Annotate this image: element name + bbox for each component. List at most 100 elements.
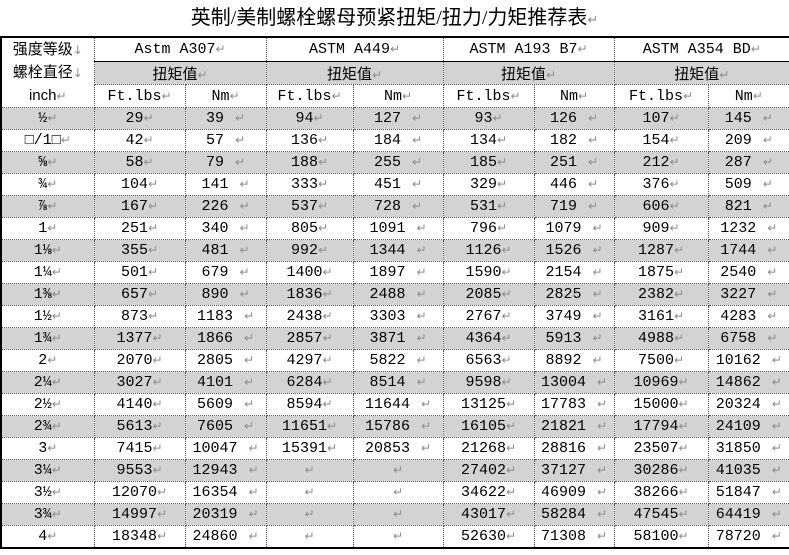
bolt-size: 3¾ xyxy=(33,506,52,523)
torque-value-cell: 209 ↵ xyxy=(707,129,789,152)
torque-value: 188 xyxy=(290,154,318,171)
paragraph-mark-icon: ↵ xyxy=(421,441,432,455)
torque-value: 14862 xyxy=(715,374,761,391)
torque-value-cell: 15786 ↵ xyxy=(352,415,444,438)
torque-value: 992 xyxy=(290,242,318,259)
torque-value-cell: 1866 ↵ xyxy=(184,327,267,350)
torque-value: 7500 xyxy=(637,352,674,369)
torque-value: 134 xyxy=(469,132,497,149)
torque-value: 46909 xyxy=(540,484,586,501)
paragraph-mark-icon: ↵ xyxy=(56,89,67,103)
torque-value: 24109 xyxy=(715,418,761,435)
paragraph-mark-icon: ↵ xyxy=(592,331,603,345)
torque-value-cell: 1091 ↵ xyxy=(352,217,444,240)
paragraph-mark-icon: ↵ xyxy=(147,265,159,279)
paragraph-mark-icon: ↵ xyxy=(392,463,404,477)
torque-value-cell: 34622↵ xyxy=(442,481,535,504)
torque-value: 14997 xyxy=(111,506,157,523)
paragraph-mark-icon: ↵ xyxy=(678,463,689,477)
torque-value-cell: 1232 ↵ xyxy=(707,217,789,240)
paragraph-mark-icon: ↵ xyxy=(243,309,255,323)
torque-value-cell: 10162 ↵ xyxy=(707,349,789,372)
table-row: 1¼↵ 501↵ 679 ↵ 1400↵ 1897 ↵ 1590↵ 2154 ↵ 1875↵ 2540… xyxy=(0,261,789,284)
torque-value-cell: 188↵ xyxy=(265,151,354,174)
torque-value: 3027 xyxy=(116,374,153,391)
torque-value: 5613 xyxy=(116,418,153,435)
torque-value: 446 xyxy=(549,176,577,193)
torque-value: 355 xyxy=(120,242,148,259)
bolt-size-cell: ⅞↵ xyxy=(0,195,95,218)
torque-value-cell: 20324 ↵ xyxy=(707,393,789,416)
paragraph-mark-icon: ↵ xyxy=(771,353,782,367)
paragraph-mark-icon: ↵ xyxy=(51,375,62,389)
paragraph-mark-icon: ↵ xyxy=(501,375,512,389)
torque-value: 6284 xyxy=(286,374,323,391)
torque-value-cell: 890 ↵ xyxy=(184,283,267,306)
torque-value: 4283 xyxy=(720,308,757,325)
torque-value-cell: 657↵ xyxy=(93,283,186,306)
paragraph-mark-icon: ↵ xyxy=(501,265,512,279)
torque-value: 57 xyxy=(205,132,224,149)
torque-value-cell: 4988↵ xyxy=(613,327,709,350)
paragraph-mark-icon: ↵ xyxy=(506,419,517,433)
paragraph-mark-icon: ↵ xyxy=(592,221,603,235)
torque-value-cell: 10047 ↵ xyxy=(184,437,267,460)
paragraph-mark-icon: ↵ xyxy=(143,155,154,169)
table-row: 1½↵ 873↵ 1183 ↵ 2438↵ 3303 ↵ 2767↵ 3749 ↵ 3161↵ 428… xyxy=(0,305,789,328)
torque-value-cell: 5822 ↵ xyxy=(352,349,444,372)
paragraph-mark-icon: ↵ xyxy=(767,331,778,345)
torque-value-cell: 3871 ↵ xyxy=(352,327,444,350)
torque-value: 1287 xyxy=(637,242,674,259)
paragraph-mark-icon: ↵ xyxy=(229,88,240,103)
torque-value-cell: ↵ xyxy=(352,503,444,526)
paragraph-mark-icon: ↵ xyxy=(304,463,315,477)
torque-value-cell: 5609 ↵ xyxy=(184,393,267,416)
torque-value-cell: 7415↵ xyxy=(93,437,186,460)
torque-value-cell: 29↵ xyxy=(93,107,186,130)
paragraph-mark-icon: ↵ xyxy=(412,177,423,191)
torque-value: 287 xyxy=(724,154,752,171)
torque-value-cell: 58↵ xyxy=(93,151,186,174)
torque-value: 185 xyxy=(469,154,497,171)
torque-value-cell: 182 ↵ xyxy=(533,129,615,152)
paragraph-mark-icon: ↵ xyxy=(501,243,512,257)
paragraph-mark-icon: ↵ xyxy=(239,243,250,257)
paragraph-mark-icon: ↵ xyxy=(592,309,603,323)
paragraph-mark-icon: ↵ xyxy=(243,375,255,389)
torque-value: 10162 xyxy=(715,352,761,369)
unit-header-nm: Nm↵ xyxy=(707,84,789,108)
paragraph-mark-icon: ↵ xyxy=(234,133,246,147)
torque-value-cell: 185↵ xyxy=(442,151,535,174)
torque-value: 657 xyxy=(120,286,148,303)
paragraph-mark-icon: ↵ xyxy=(47,177,58,191)
torque-value: 1866 xyxy=(196,330,233,347)
torque-value-cell: 821 ↵ xyxy=(707,195,789,218)
paragraph-mark-icon: ↵ xyxy=(60,133,71,147)
paragraph-mark-icon: ↵ xyxy=(239,221,250,235)
paragraph-mark-icon: ↵ xyxy=(322,265,333,279)
torque-value-cell: 39 ↵ xyxy=(184,107,267,130)
paragraph-mark-icon: ↵ xyxy=(501,353,512,367)
torque-value: 29 xyxy=(125,110,144,127)
torque-value: 18348 xyxy=(111,528,157,545)
paragraph-mark-icon: ↵ xyxy=(750,42,761,57)
paragraph-mark-icon: ↵ xyxy=(767,309,778,323)
torque-value: 13125 xyxy=(460,396,506,413)
torque-value-cell: 27402↵ xyxy=(442,459,535,482)
torque-value-cell: 104↵ xyxy=(93,173,186,196)
table-row: 1⅛↵ 355↵ 481 ↵ 992↵ 1344 ↵ 1126↵ 1526 ↵ 1287↵ 1744 ↵ xyxy=(0,239,789,262)
torque-value: 1232 xyxy=(720,220,757,237)
paragraph-mark-icon: ↵ xyxy=(597,529,608,543)
torque-value-cell: 501↵ xyxy=(93,261,186,284)
bolt-size-cell: 3↵ xyxy=(0,437,95,460)
paragraph-mark-icon: ↵ xyxy=(497,133,508,147)
paragraph-mark-icon: ↵ xyxy=(248,441,259,455)
paragraph-mark-icon: ↵ xyxy=(243,397,255,411)
torque-value: 94 xyxy=(295,110,314,127)
torque-value: 329 xyxy=(469,176,497,193)
torque-value-cell: 16354 ↵ xyxy=(184,481,267,504)
table-header: 强度等级↓ 螺栓直径↓ inch↵ Astm A307↵ ASTM A449↵ … xyxy=(0,36,789,108)
torque-value-cell: 1079 ↵ xyxy=(533,217,615,240)
torque-value-header: 扭矩值↵ xyxy=(93,61,267,85)
torque-value: 16105 xyxy=(460,418,506,435)
